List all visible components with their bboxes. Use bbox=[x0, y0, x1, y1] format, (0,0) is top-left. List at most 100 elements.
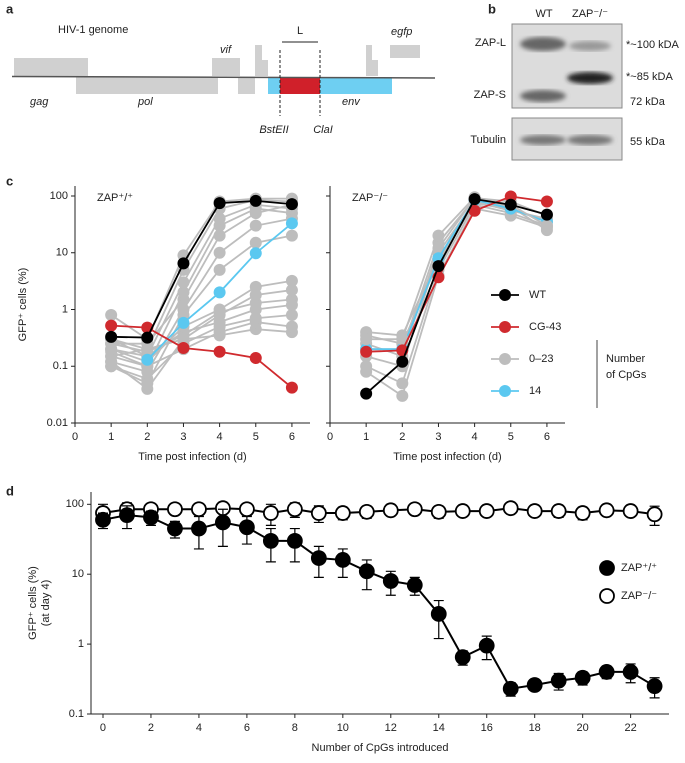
data-point bbox=[478, 503, 495, 519]
data-point bbox=[213, 197, 226, 210]
panel-label: b bbox=[488, 1, 496, 16]
data-point bbox=[213, 212, 226, 225]
data-point bbox=[285, 229, 298, 242]
x-tick-label: 4 bbox=[217, 431, 223, 443]
band bbox=[520, 135, 566, 145]
data-point bbox=[358, 503, 375, 520]
data-point bbox=[213, 303, 226, 316]
data-point bbox=[141, 331, 154, 344]
panel-label: c bbox=[6, 173, 13, 188]
panel-b: b WT ZAP⁻/⁻ ZAP-L ZAP-S Tubulin *~100 kD… bbox=[470, 1, 680, 161]
data-point bbox=[249, 280, 262, 293]
legend-label: 0–23 bbox=[529, 353, 553, 365]
size-label: 55 kDa bbox=[630, 136, 666, 148]
data-point bbox=[286, 501, 303, 518]
data-point bbox=[396, 377, 409, 390]
x-tick-label: 4 bbox=[472, 431, 478, 443]
data-point bbox=[550, 672, 567, 689]
data-point bbox=[310, 505, 327, 521]
x-tick-label: 12 bbox=[385, 722, 397, 734]
series-line bbox=[110, 234, 293, 385]
data-point bbox=[177, 341, 190, 354]
gene-label: egfp bbox=[391, 26, 412, 38]
data-point bbox=[478, 637, 495, 654]
gene-box bbox=[390, 45, 420, 58]
data-point bbox=[119, 507, 135, 524]
x-tick-label: 0 bbox=[100, 722, 106, 734]
x-tick-label: 16 bbox=[481, 722, 493, 734]
data-point bbox=[177, 257, 190, 270]
legend-label: ZAP⁺/⁺ bbox=[621, 562, 657, 574]
data-point bbox=[502, 680, 519, 697]
region-label: L bbox=[297, 25, 303, 37]
gene-box bbox=[366, 45, 372, 76]
x-tick-label: 3 bbox=[180, 431, 186, 443]
data-point bbox=[396, 333, 409, 346]
gene-box bbox=[238, 77, 255, 94]
size-label: *~100 kDA bbox=[626, 39, 680, 51]
y-tick-label: 10 bbox=[56, 247, 68, 259]
x-axis-label: Time post infection (d) bbox=[138, 451, 246, 463]
region-box bbox=[280, 77, 320, 94]
x-tick-label: 6 bbox=[544, 431, 550, 443]
y-axis-label: GFP⁺ cells (%) bbox=[17, 268, 29, 342]
data-point bbox=[141, 353, 154, 366]
x-tick-label: 3 bbox=[435, 431, 441, 443]
data-point bbox=[406, 577, 423, 593]
data-point bbox=[177, 333, 190, 346]
data-point bbox=[430, 503, 447, 520]
x-tick-label: 5 bbox=[253, 431, 259, 443]
y-tick-label: 0.1 bbox=[53, 360, 68, 372]
series-line bbox=[110, 217, 293, 373]
band bbox=[567, 135, 613, 145]
data-point bbox=[468, 204, 481, 217]
band bbox=[569, 41, 611, 51]
band-label: ZAP-L bbox=[475, 37, 506, 49]
data-point bbox=[215, 514, 231, 531]
series-line bbox=[110, 289, 293, 358]
site-label: ClaI bbox=[313, 124, 333, 136]
gene-box bbox=[212, 58, 240, 76]
data-point bbox=[191, 520, 207, 537]
data-point bbox=[646, 506, 663, 523]
data-point bbox=[249, 303, 262, 316]
y-tick-label: 10 bbox=[72, 568, 84, 580]
series-line bbox=[110, 328, 292, 391]
legend-label: WT bbox=[529, 289, 546, 301]
data-point bbox=[540, 219, 553, 232]
y-tick-label: 100 bbox=[50, 190, 68, 202]
data-point bbox=[141, 343, 154, 356]
gene-box bbox=[262, 60, 268, 76]
data-point bbox=[622, 503, 639, 519]
data-point bbox=[382, 573, 399, 589]
y-axis-label: GFP⁺ cells (%) bbox=[27, 566, 39, 640]
series-line bbox=[110, 197, 292, 341]
x-axis-label: Number of CpGs introduced bbox=[312, 742, 449, 754]
series-line bbox=[366, 198, 548, 351]
data-point bbox=[213, 345, 226, 358]
data-point bbox=[502, 500, 519, 517]
data-point bbox=[105, 343, 118, 356]
data-point bbox=[358, 563, 375, 580]
data-point bbox=[191, 501, 207, 518]
data-point bbox=[167, 520, 183, 537]
series-line bbox=[110, 203, 293, 358]
x-tick-label: 5 bbox=[508, 431, 514, 443]
legend-marker bbox=[499, 353, 511, 365]
site-label: BstEII bbox=[259, 124, 288, 136]
legend-marker bbox=[499, 385, 511, 397]
data-point bbox=[334, 552, 351, 568]
data-point bbox=[432, 229, 445, 242]
data-point bbox=[177, 316, 190, 329]
series-line bbox=[366, 195, 548, 353]
series-line bbox=[365, 200, 548, 368]
series-line bbox=[365, 207, 548, 398]
data-point bbox=[360, 387, 373, 400]
data-point bbox=[454, 649, 471, 666]
data-point bbox=[285, 320, 298, 333]
legend-title: of CpGs bbox=[606, 369, 647, 381]
x-tick-label: 14 bbox=[433, 722, 445, 734]
x-tick-label: 2 bbox=[399, 431, 405, 443]
y-tick-label: 1 bbox=[62, 303, 68, 315]
y-tick-label: 100 bbox=[66, 498, 84, 510]
